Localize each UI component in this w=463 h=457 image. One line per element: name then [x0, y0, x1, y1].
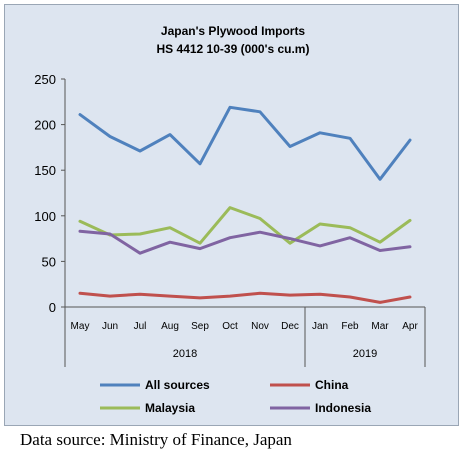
x-tick-label: Jun [102, 321, 118, 332]
chart-subtitle: HS 4412 10-39 (000's cu.m) [157, 42, 310, 56]
x-tick-label: May [71, 321, 90, 332]
series-line-malaysia [78, 206, 412, 245]
legend-label: China [315, 378, 349, 392]
x-tick-label: Oct [222, 321, 238, 332]
x-tick-label: Jul [134, 321, 147, 332]
axes: 0 50 100 150 200 250 May Jun Jul Aug Sep Oct Nov Dec J… [34, 72, 426, 367]
x-tick-label: Dec [281, 321, 299, 332]
data-source-caption: Data source: Ministry of Finance, Japan [20, 430, 292, 449]
x-tick-label: Mar [371, 321, 389, 332]
y-tick-label: 150 [34, 163, 56, 178]
x-tick-label: Aug [161, 321, 179, 332]
chart-frame: Japan's Plywood Imports HS 4412 10-39 (0… [4, 4, 459, 426]
x-tick-label: Jan [312, 321, 328, 332]
y-tick-label: 250 [34, 72, 56, 87]
line-chart: Japan's Plywood Imports HS 4412 10-39 (0… [34, 24, 426, 415]
x-tick-label: Nov [251, 321, 269, 332]
year-label: 2018 [173, 348, 197, 360]
chart-title: Japan's Plywood Imports [161, 24, 306, 38]
x-tick-label: Sep [191, 321, 209, 332]
legend-label: All sources [145, 378, 210, 392]
series-line-all-sources [78, 105, 412, 181]
y-tick-label: 50 [42, 254, 56, 269]
legend: All sources China Malaysia Indonesia [100, 378, 371, 415]
legend-label: Indonesia [315, 401, 371, 415]
y-tick-label: 200 [34, 118, 56, 133]
x-tick-label: Apr [402, 321, 418, 332]
year-label: 2019 [353, 348, 377, 360]
y-tick-label: 0 [49, 300, 56, 315]
series-line-china [78, 291, 412, 304]
series-lines [78, 105, 412, 304]
legend-label: Malaysia [145, 401, 195, 415]
series-line-indonesia [78, 229, 412, 255]
x-tick-label: Feb [341, 321, 359, 332]
y-tick-label: 100 [34, 209, 56, 224]
